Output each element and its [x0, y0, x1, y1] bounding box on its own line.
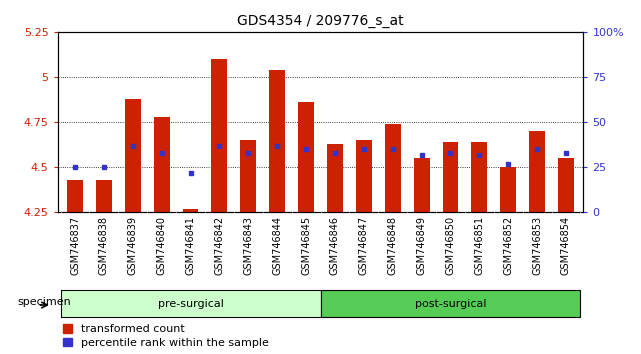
Bar [558, 158, 574, 212]
Text: GSM746846: GSM746846 [330, 216, 340, 275]
Bar [356, 140, 372, 212]
Bar [240, 140, 256, 212]
Text: GSM746840: GSM746840 [156, 216, 167, 275]
Text: GSM746838: GSM746838 [99, 216, 109, 275]
Text: GSM746853: GSM746853 [532, 216, 542, 275]
Bar [413, 158, 429, 212]
Bar [298, 102, 314, 212]
Bar [61, 290, 320, 317]
Bar [320, 290, 580, 317]
Legend: transformed count, percentile rank within the sample: transformed count, percentile rank withi… [63, 324, 269, 348]
Text: GSM746850: GSM746850 [445, 216, 456, 275]
Bar [471, 142, 487, 212]
Bar [125, 99, 141, 212]
Bar [500, 167, 516, 212]
Bar [442, 142, 458, 212]
Bar [96, 180, 112, 212]
Text: GSM746847: GSM746847 [359, 216, 369, 275]
Bar [154, 117, 170, 212]
Bar [183, 209, 199, 212]
Bar [327, 144, 343, 212]
Text: GSM746844: GSM746844 [272, 216, 282, 275]
Text: GSM746845: GSM746845 [301, 216, 311, 275]
Text: GSM746842: GSM746842 [215, 216, 224, 275]
Text: pre-surgical: pre-surgical [158, 298, 224, 309]
Bar [67, 180, 83, 212]
Bar [385, 124, 401, 212]
Text: GSM746854: GSM746854 [561, 216, 571, 275]
Bar [529, 131, 545, 212]
Text: GSM746837: GSM746837 [70, 216, 80, 275]
Text: post-surgical: post-surgical [415, 298, 487, 309]
Text: GSM746848: GSM746848 [388, 216, 397, 275]
Text: specimen: specimen [17, 297, 71, 307]
Title: GDS4354 / 209776_s_at: GDS4354 / 209776_s_at [237, 14, 404, 28]
Bar [212, 59, 228, 212]
Text: GSM746849: GSM746849 [417, 216, 426, 275]
Text: GSM746852: GSM746852 [503, 216, 513, 275]
Text: GSM746843: GSM746843 [244, 216, 253, 275]
Text: GSM746851: GSM746851 [474, 216, 485, 275]
Bar [269, 70, 285, 212]
Text: GSM746841: GSM746841 [185, 216, 196, 275]
Text: GSM746839: GSM746839 [128, 216, 138, 275]
